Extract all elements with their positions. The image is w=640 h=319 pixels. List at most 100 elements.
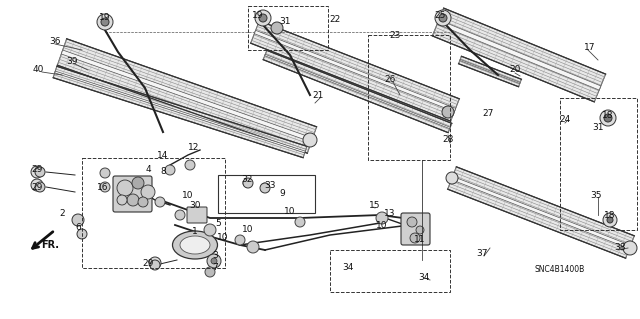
Text: 5: 5: [215, 219, 221, 227]
Text: 24: 24: [559, 115, 571, 124]
Bar: [330, 250, 450, 292]
Circle shape: [410, 233, 420, 243]
Circle shape: [205, 267, 215, 277]
Ellipse shape: [180, 236, 210, 254]
Circle shape: [243, 179, 251, 187]
Circle shape: [623, 241, 637, 255]
Polygon shape: [447, 167, 634, 258]
Circle shape: [260, 183, 270, 193]
Text: 32: 32: [241, 175, 253, 184]
Text: 13: 13: [384, 209, 396, 218]
FancyBboxPatch shape: [187, 207, 207, 223]
Text: 28: 28: [442, 136, 454, 145]
Circle shape: [117, 195, 127, 205]
Text: 2: 2: [59, 209, 65, 218]
Circle shape: [259, 14, 267, 22]
Circle shape: [255, 10, 271, 26]
FancyBboxPatch shape: [113, 176, 152, 212]
Text: 25: 25: [435, 11, 445, 19]
Bar: [248, 6, 328, 50]
Bar: [82, 158, 225, 268]
Circle shape: [132, 177, 144, 189]
Circle shape: [175, 210, 185, 220]
Circle shape: [117, 180, 133, 196]
Text: 6: 6: [75, 224, 81, 233]
Text: 21: 21: [312, 91, 324, 100]
Text: 29: 29: [31, 182, 43, 191]
Circle shape: [607, 217, 613, 223]
Text: 11: 11: [414, 235, 426, 244]
Circle shape: [155, 197, 165, 207]
Circle shape: [435, 10, 451, 26]
Circle shape: [138, 197, 148, 207]
Circle shape: [149, 257, 161, 269]
Text: 38: 38: [614, 243, 626, 253]
Text: 9: 9: [279, 189, 285, 197]
Bar: [560, 98, 637, 230]
Text: 14: 14: [157, 151, 169, 160]
Text: 18: 18: [602, 110, 614, 120]
Circle shape: [72, 214, 84, 226]
Polygon shape: [61, 50, 313, 142]
Text: 34: 34: [342, 263, 354, 272]
Text: 36: 36: [49, 38, 61, 47]
Text: 19: 19: [99, 13, 111, 23]
Polygon shape: [263, 50, 452, 133]
Polygon shape: [55, 71, 305, 153]
Text: 10: 10: [182, 191, 194, 201]
Text: 33: 33: [264, 181, 276, 189]
Text: 37: 37: [476, 249, 488, 257]
Circle shape: [271, 22, 283, 34]
Text: 10: 10: [217, 233, 228, 241]
Circle shape: [295, 217, 305, 227]
Polygon shape: [451, 176, 630, 249]
Circle shape: [165, 165, 175, 175]
Text: 4: 4: [145, 166, 151, 174]
Text: 34: 34: [419, 273, 429, 283]
Circle shape: [235, 235, 245, 245]
Circle shape: [31, 179, 43, 191]
Polygon shape: [265, 54, 451, 129]
Polygon shape: [433, 8, 605, 102]
Text: 27: 27: [483, 108, 493, 117]
Circle shape: [141, 185, 155, 199]
Circle shape: [247, 241, 259, 253]
Polygon shape: [53, 66, 307, 158]
Text: 30: 30: [189, 201, 201, 210]
Text: 10: 10: [284, 207, 296, 217]
Circle shape: [439, 14, 447, 22]
Circle shape: [204, 224, 216, 236]
Text: 29: 29: [31, 166, 43, 174]
Text: 20: 20: [509, 65, 521, 75]
Text: 39: 39: [67, 57, 77, 66]
Circle shape: [376, 212, 388, 224]
Polygon shape: [460, 59, 520, 84]
Text: 10: 10: [376, 220, 388, 229]
Text: 29: 29: [142, 258, 154, 268]
Text: 8: 8: [160, 167, 166, 176]
Circle shape: [442, 106, 454, 118]
Text: FR.: FR.: [41, 240, 59, 250]
Circle shape: [446, 172, 458, 184]
Text: 16: 16: [97, 183, 109, 192]
Circle shape: [207, 254, 221, 268]
Bar: [218, 175, 315, 213]
Text: 18: 18: [604, 211, 616, 219]
Polygon shape: [254, 30, 456, 112]
Text: 22: 22: [330, 16, 340, 25]
Circle shape: [31, 166, 43, 178]
Circle shape: [243, 178, 253, 188]
Polygon shape: [437, 20, 601, 90]
Circle shape: [303, 133, 317, 147]
Circle shape: [150, 260, 160, 270]
Circle shape: [261, 183, 269, 191]
Text: 1: 1: [192, 227, 198, 236]
Circle shape: [211, 258, 217, 264]
Circle shape: [77, 229, 87, 239]
Circle shape: [100, 168, 110, 178]
Circle shape: [407, 217, 417, 227]
Text: 26: 26: [384, 76, 396, 85]
Circle shape: [416, 226, 424, 234]
Circle shape: [35, 182, 45, 192]
Circle shape: [100, 182, 110, 192]
